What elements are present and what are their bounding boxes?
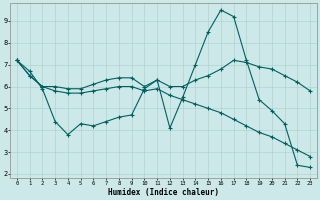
X-axis label: Humidex (Indice chaleur): Humidex (Indice chaleur) (108, 188, 219, 197)
